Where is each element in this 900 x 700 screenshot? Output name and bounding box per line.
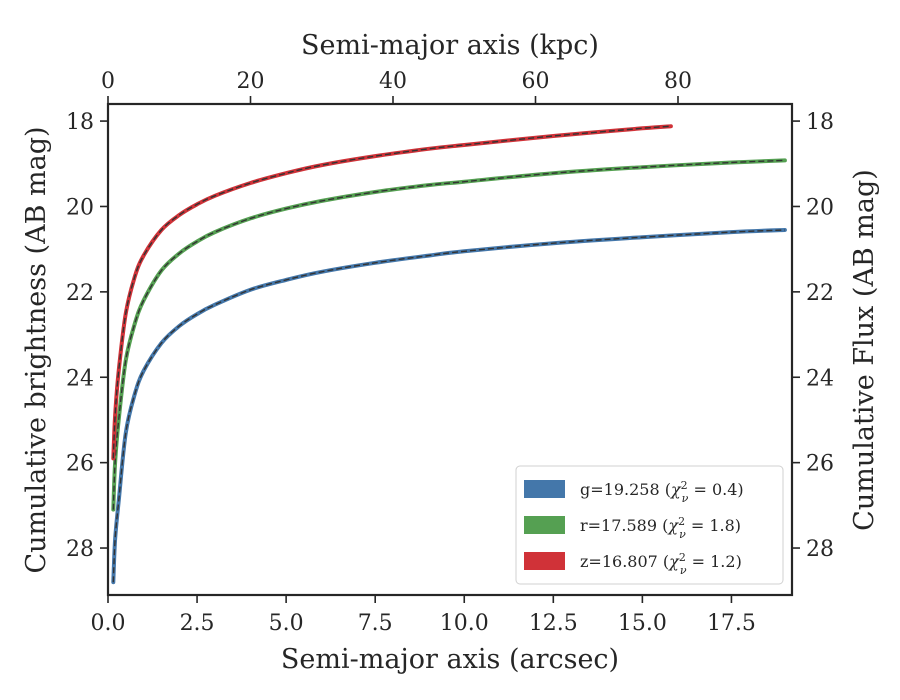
legend-label-part: 2 <box>678 515 685 528</box>
series-model-line-1 <box>112 159 785 510</box>
x-tick-label: 12.5 <box>529 611 578 636</box>
y-tick-label: 26 <box>66 452 94 477</box>
right-y-tick-label: 22 <box>806 281 834 306</box>
legend-label-part: ν <box>679 528 686 541</box>
right-y-tick-label: 24 <box>806 366 834 391</box>
x-tick-label: 15.0 <box>618 611 667 636</box>
plot-area <box>106 102 794 597</box>
series-model-line-0 <box>112 229 785 583</box>
top-x-tick-label: 60 <box>522 69 550 94</box>
legend-entry-label: z=16.807 (χ2 ν = 1.2) <box>580 551 742 577</box>
x-tick-label: 0.0 <box>91 611 126 636</box>
legend-entry-label: r=17.589 (χ2 ν = 1.8) <box>580 515 741 541</box>
series-line-band-2 <box>111 124 673 461</box>
y-axis-title: Cumulative brightness (AB mag) <box>21 126 52 573</box>
right-y-tick-label: 18 <box>806 110 834 135</box>
y-tick-label: 22 <box>66 281 94 306</box>
x-tick-label: 7.5 <box>358 611 393 636</box>
y-tick-label: 20 <box>66 195 94 220</box>
top-x-axis-title: Semi-major axis (kpc) <box>301 30 599 61</box>
right-y-tick-label: 28 <box>806 537 834 562</box>
legend-label-part: = 0.4) <box>688 480 743 499</box>
top-x-tick-label: 0 <box>101 69 115 94</box>
legend-swatch <box>524 516 565 534</box>
top-x-tick-label: 20 <box>237 69 265 94</box>
x-axis-title: Semi-major axis (arcsec) <box>281 644 619 675</box>
curves <box>111 124 787 585</box>
legend-label-part: ν <box>682 492 689 505</box>
legend-label-part: z=16.807 ( <box>580 552 669 571</box>
legend-swatch <box>524 552 565 570</box>
legend-label-part: = 1.8) <box>686 516 741 535</box>
legend-label-part: 2 <box>679 551 686 564</box>
plot-frame <box>106 102 794 597</box>
legend-label-part: g=19.258 ( <box>580 480 671 499</box>
legend-label-part: ν <box>680 564 687 577</box>
legend-entry-label: g=19.258 (χ2 ν = 0.4) <box>580 479 744 505</box>
legend-label-part: χ <box>668 552 680 571</box>
x-tick-label: 10.0 <box>440 611 489 636</box>
right-y-tick-label: 20 <box>806 195 834 220</box>
y-tick-label: 28 <box>66 537 94 562</box>
top-x-tick-label: 80 <box>664 69 692 94</box>
top-x-tick-label: 40 <box>379 69 407 94</box>
x-tick-label: 5.0 <box>269 611 304 636</box>
y-tick-label: 24 <box>66 366 94 391</box>
x-tick-label: 2.5 <box>180 611 215 636</box>
legend-label-part: r=17.589 ( <box>580 516 668 535</box>
x-tick-label: 17.5 <box>707 611 756 636</box>
series-line-band-1 <box>111 158 787 512</box>
legend-label-part: χ <box>667 516 679 535</box>
y-tick-label: 18 <box>66 110 94 135</box>
legend-swatch <box>524 480 565 498</box>
right-y-axis-title: Cumulative Flux (AB mag) <box>849 169 880 531</box>
legend-label-part: χ <box>670 480 682 499</box>
legend-label-part: = 1.2) <box>687 552 742 571</box>
legend-label-part: 2 <box>681 479 688 492</box>
ticks: 0.0 2.5 5.0 7.5 10.0 12.5 15.0 17.5 0 20 40 60 80 18 1… <box>66 69 834 636</box>
legend: g=19.258 (χ2 ν = 0.4)r=17.589 (χ2 ν = 1.8)… <box>515 465 784 585</box>
right-y-tick-label: 26 <box>806 452 834 477</box>
legend-box <box>515 465 784 585</box>
series-model-line-2 <box>112 125 671 459</box>
